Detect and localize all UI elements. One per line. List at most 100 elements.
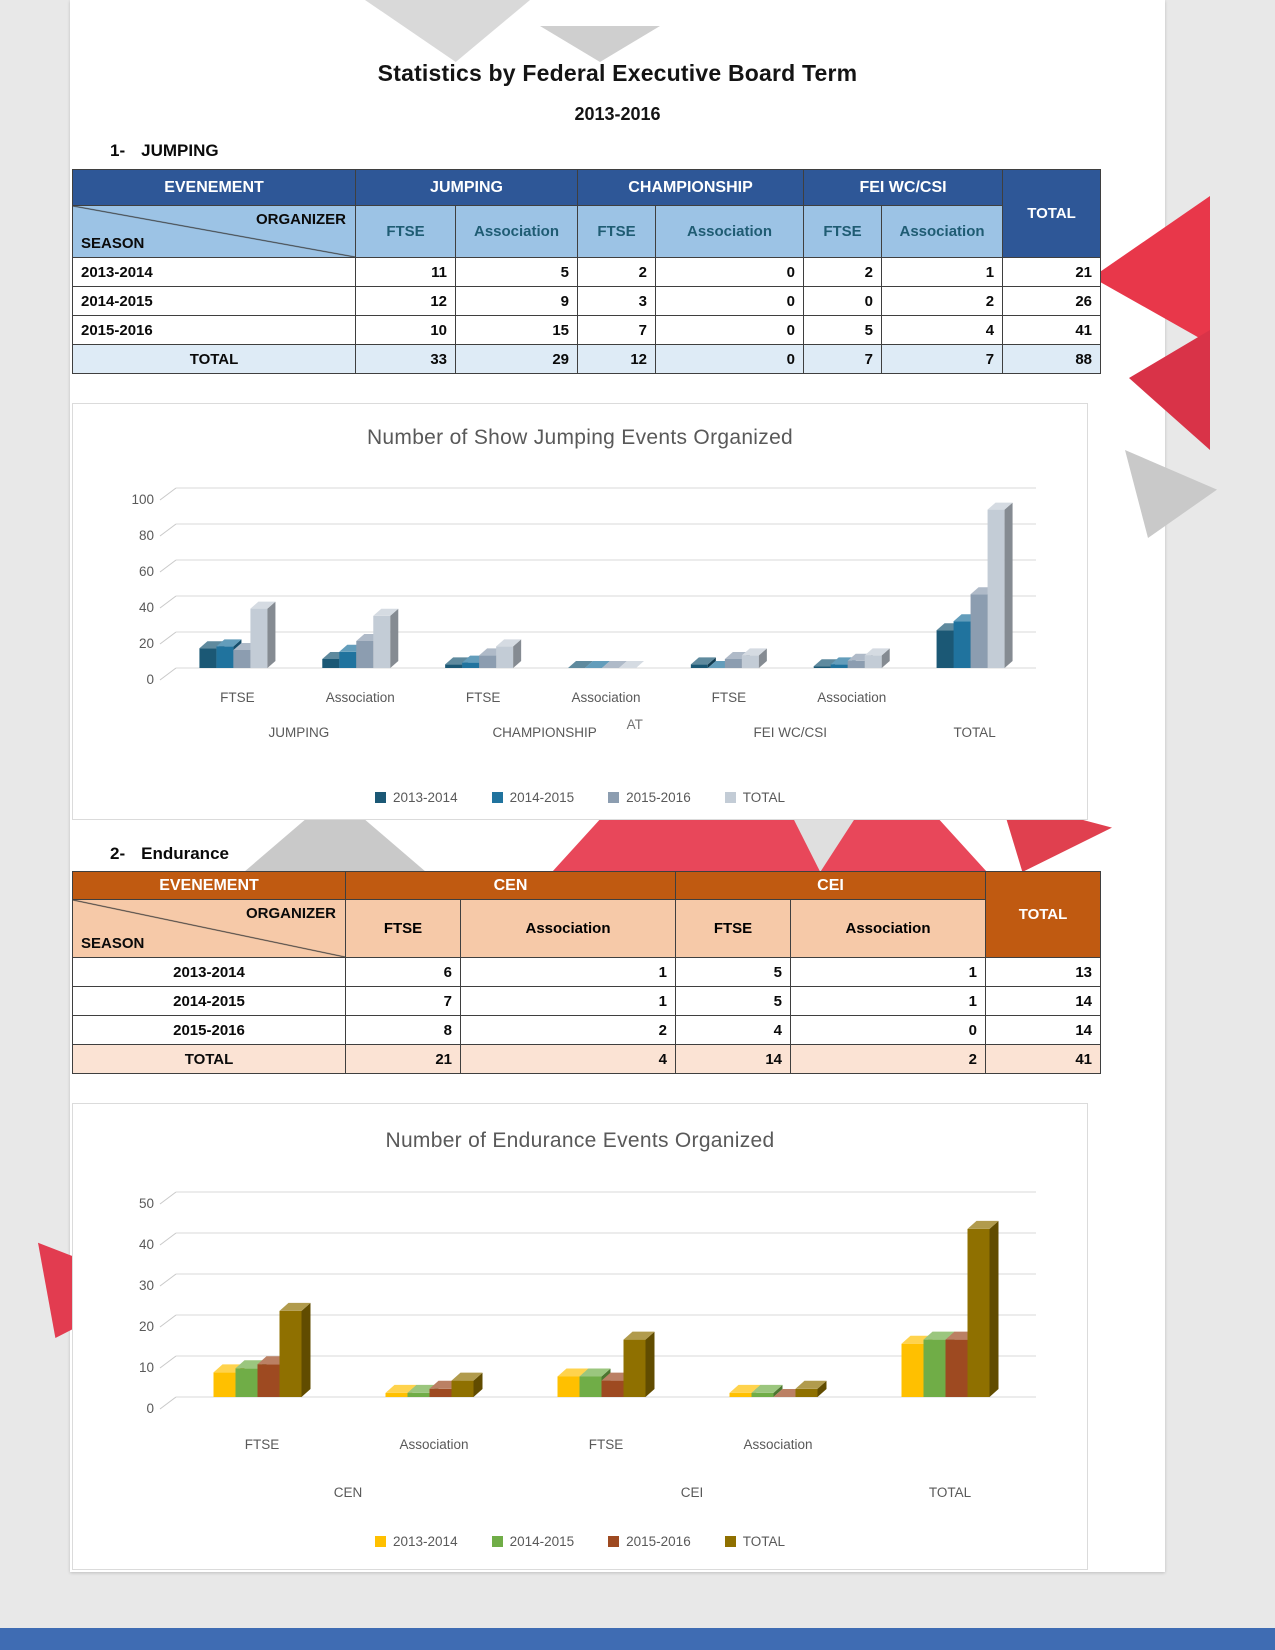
header-organizer-type: Association (881, 205, 1004, 258)
total-value-cell: 12 (577, 344, 656, 374)
value-cell: 7 (577, 315, 656, 345)
row-total-cell: 14 (985, 1015, 1102, 1045)
bar-front (901, 1343, 924, 1397)
y-axis-tick-label: 40 (139, 1237, 154, 1252)
bar-side (473, 1372, 483, 1397)
total-value-cell: 33 (355, 344, 456, 374)
bar-side (881, 648, 890, 668)
header-evenement: EVENEMENT (72, 169, 356, 206)
bar-top (987, 502, 1013, 510)
total-value-cell: 21 (345, 1044, 461, 1074)
jumping-chart-panel: Number of Show Jumping Events Organized … (72, 403, 1088, 820)
legend-label: TOTAL (742, 790, 785, 805)
header-evenement: EVENEMENT (72, 871, 346, 900)
bar-top (585, 661, 610, 668)
value-cell: 15 (455, 315, 578, 345)
bar-front (445, 664, 463, 668)
bar-front (339, 651, 357, 668)
total-value-cell: 14 (675, 1044, 791, 1074)
legend-swatch (491, 1536, 503, 1547)
bar-top (279, 1302, 311, 1311)
value-cell: 0 (654, 315, 805, 345)
legend-swatch (491, 792, 503, 803)
bar-top (385, 1384, 417, 1393)
value-cell: 7 (345, 986, 461, 1016)
bar-top (690, 657, 716, 665)
grand-total-cell: 41 (985, 1044, 1102, 1074)
bar-front (250, 608, 268, 668)
legend-label: 2013-2014 (393, 790, 458, 805)
table-row: 2013-2014 11 5 2 0 2 1 21 (72, 257, 1102, 287)
x-axis-category-label: FTSE (466, 690, 501, 705)
corner-cell: ORGANIZER SEASON (72, 205, 356, 258)
bar-front (279, 1310, 302, 1397)
total-value-cell: 0 (654, 344, 805, 374)
season-cell: 2014-2015 (72, 986, 346, 1016)
y-axis-tick-label: 80 (139, 528, 154, 543)
bars (199, 502, 1013, 668)
bar-side (390, 608, 399, 668)
bar (568, 661, 593, 668)
total-row-label: TOTAL (72, 1044, 346, 1074)
corner-cell: ORGANIZER SEASON (72, 899, 346, 958)
bar-front (407, 1392, 430, 1397)
value-cell: 5 (675, 957, 791, 987)
bar-side (773, 1384, 783, 1397)
bar-front (216, 646, 234, 668)
legend-swatch (375, 1536, 387, 1547)
bar-front (479, 655, 497, 668)
total-value-cell: 2 (789, 1044, 987, 1074)
legend-item: 2013-2014 (375, 790, 458, 805)
bars (213, 1220, 999, 1397)
bar-front (322, 659, 340, 668)
bar-front (847, 660, 865, 668)
bar-top (451, 1372, 483, 1381)
legend-label: 2015-2016 (626, 790, 691, 805)
bar-side (817, 1380, 827, 1397)
row-total-cell: 26 (1002, 286, 1102, 316)
season-cell: 2015-2016 (72, 315, 356, 345)
bar-front (830, 664, 848, 668)
bar-top (795, 1380, 827, 1389)
bar (751, 1384, 783, 1397)
bar-front (741, 655, 759, 668)
value-cell: 12 (355, 286, 456, 316)
row-total-cell: 13 (985, 957, 1102, 987)
x-axis-category-label: Association (817, 690, 886, 705)
x-axis-category-label: Association (399, 1437, 468, 1452)
bar-front (945, 1339, 968, 1397)
bar-front (923, 1339, 946, 1397)
bar-top (741, 648, 767, 656)
season-cell: 2014-2015 (72, 286, 356, 316)
header-group: JUMPING (355, 169, 578, 206)
y-axis-tick-label: 0 (146, 1401, 154, 1416)
total-value-cell: 7 (881, 344, 1004, 374)
bar (967, 1220, 999, 1397)
legend-swatch (724, 1536, 736, 1547)
table-row: 2014-2015 12 9 3 0 0 2 26 (72, 286, 1102, 316)
x-axis-category-label: Association (743, 1437, 812, 1452)
bar-front (690, 664, 708, 668)
jumping-chart-title: Number of Show Jumping Events Organized (366, 426, 794, 449)
total-value-cell: 4 (460, 1044, 676, 1074)
legend-item: TOTAL (724, 1534, 785, 1549)
total-row: TOTAL 21 4 14 2 41 (72, 1044, 1102, 1074)
page-subtitle: 2013-2016 (574, 104, 661, 124)
value-cell: 4 (675, 1015, 791, 1045)
bar-side (707, 657, 716, 668)
x-axis-category-label: FTSE (589, 1437, 624, 1452)
x-axis-labels: FTSE Association FTSE Association FTSE Associ… (220, 690, 996, 740)
bar-top (216, 639, 242, 647)
y-axis-tick-label: 100 (131, 492, 154, 507)
bar-front (496, 646, 514, 668)
legend-swatch (724, 792, 736, 803)
value-cell: 8 (345, 1015, 461, 1045)
bar-front (813, 666, 831, 668)
bar (987, 502, 1013, 668)
bar (373, 608, 399, 668)
table-row: 2014-2015 7 1 5 1 14 (72, 986, 1102, 1016)
endurance-table: EVENEMENT CEN CEI TOTAL ORGANIZER SEASON FTSE A… (72, 871, 1102, 1074)
x-axis-group-label: JUMPING (268, 725, 329, 740)
legend-item: 2015-2016 (608, 1534, 691, 1549)
bar-front (213, 1372, 236, 1397)
